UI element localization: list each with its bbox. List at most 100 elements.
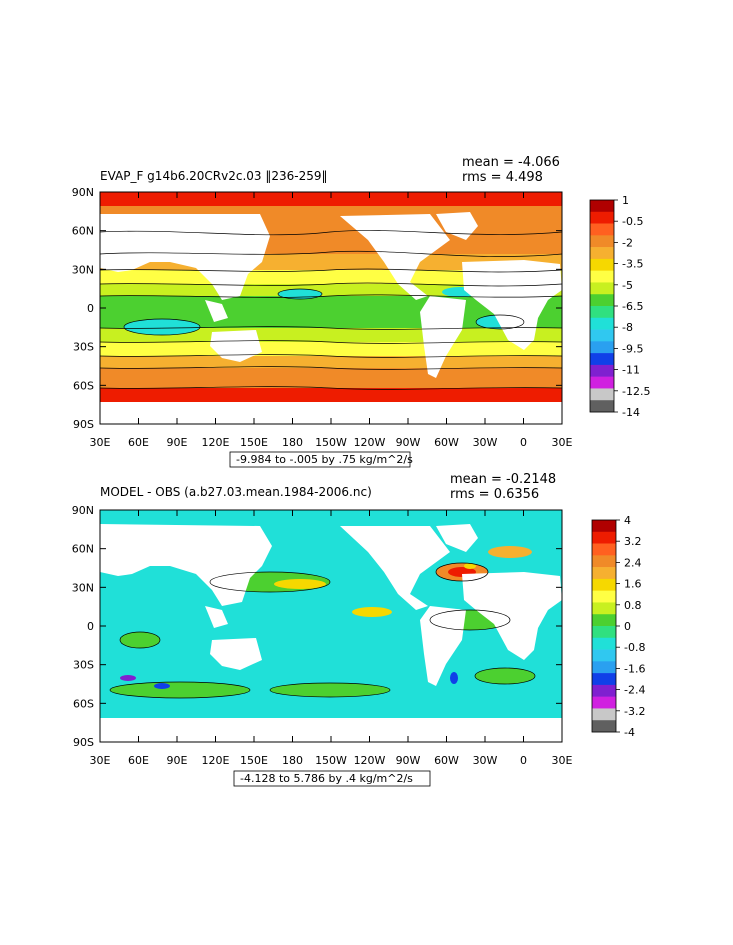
latitude-label: 90S — [73, 736, 94, 749]
longitude-label: 60W — [434, 754, 459, 767]
colorbar-swatch — [592, 649, 616, 662]
colorbar-swatch — [590, 294, 614, 307]
panel-2-title: MODEL - OBS (a.b27.03.mean.1984-2006.nc) — [100, 485, 372, 499]
colorbar-swatch — [590, 329, 614, 342]
latitude-label: 60N — [72, 543, 94, 556]
colorbar-label: -4 — [624, 726, 635, 739]
panel-1-range-label: -9.984 to -.005 by .75 kg/m^2/s — [236, 453, 413, 466]
colorbar-swatch — [590, 258, 614, 271]
latitude-label: 0 — [87, 302, 94, 315]
colorbar-label: -11 — [622, 364, 640, 377]
colorbar-label: -5 — [622, 279, 633, 292]
colorbar-label: -1.6 — [624, 662, 645, 675]
latitude-label: 60N — [72, 225, 94, 238]
colorbar-swatch — [592, 708, 616, 721]
colorbar-swatch — [590, 341, 614, 354]
panel-1-axis-ticks — [99, 191, 563, 425]
colorbar-swatch — [590, 317, 614, 330]
colorbar-swatch — [590, 282, 614, 295]
panel-2-axis-ticks — [99, 509, 563, 743]
latitude-label: 30N — [72, 581, 94, 594]
latitude-label: 60S — [73, 379, 94, 392]
colorbar-swatch — [590, 388, 614, 401]
latitude-label: 30S — [73, 659, 94, 672]
latitude-label: 60S — [73, 697, 94, 710]
longitude-label: 180 — [282, 436, 303, 449]
longitude-label: 0 — [520, 436, 527, 449]
longitude-label: 150W — [315, 436, 347, 449]
colorbar-swatch — [592, 531, 616, 544]
panel-2-rms: rms = 0.6356 — [450, 487, 539, 502]
colorbar-label: 2.4 — [624, 556, 642, 569]
panel-1-longitude-labels: 30E 60E 90E 120E 150E 180 150W 120W 90W 60W 30W 0 30… — [90, 436, 573, 449]
colorbar-swatch — [590, 223, 614, 236]
colorbar-swatch — [592, 614, 616, 627]
panel-2-map — [99, 509, 563, 743]
colorbar-swatch — [590, 247, 614, 260]
longitude-label: 90E — [167, 754, 188, 767]
colorbar-swatch — [592, 578, 616, 591]
colorbar-label: -6.5 — [622, 300, 643, 313]
colorbar-label: -2 — [622, 236, 633, 249]
longitude-label: 30W — [473, 754, 498, 767]
colorbar-label: -0.5 — [622, 215, 643, 228]
panel-2-range-label: -4.128 to 5.786 by .4 kg/m^2/s — [240, 772, 413, 785]
colorbar-label: -2.4 — [624, 684, 645, 697]
panel-1-latitude-labels: 90N 60N 30N 0 30S 60S 90S — [72, 186, 94, 431]
longitude-label: 90W — [396, 754, 421, 767]
colorbar-swatch — [590, 353, 614, 366]
colorbar-label: -3.2 — [624, 705, 645, 718]
colorbar-label: -14 — [622, 406, 640, 419]
colorbar-swatch — [592, 673, 616, 686]
panel-1: EVAP_F g14b6.20CRv2c.03 ‖236-259‖ mean =… — [72, 155, 650, 468]
longitude-label: 120W — [354, 754, 386, 767]
colorbar-swatch — [592, 684, 616, 697]
colorbar-swatch — [590, 364, 614, 377]
colorbar-label: 0.8 — [624, 599, 642, 612]
colorbar-label: -3.5 — [622, 258, 643, 271]
latitude-label: 30N — [72, 263, 94, 276]
panel-2-colorbar: 4 3.2 2.4 1.6 0.8 0 -0.8 -1.6 -2.4 -3.2 -4 — [591, 514, 645, 739]
longitude-label: 30E — [90, 754, 111, 767]
panel-1-title: EVAP_F g14b6.20CRv2c.03 ‖236-259‖ — [100, 169, 328, 183]
panel-1-rms: rms = 4.498 — [462, 170, 543, 185]
colorbar-swatch — [590, 400, 614, 413]
panel-1-map — [99, 191, 563, 432]
colorbar-swatch — [592, 720, 616, 733]
colorbar-label: 0 — [624, 620, 631, 633]
colorbar-label: -12.5 — [622, 385, 650, 398]
colorbar-label: 3.2 — [624, 535, 642, 548]
longitude-label: 90W — [396, 436, 421, 449]
colorbar-swatch — [590, 306, 614, 319]
colorbar-label: 4 — [624, 514, 631, 527]
longitude-label: 60E — [128, 436, 149, 449]
longitude-label: 0 — [520, 754, 527, 767]
longitude-label: 30E — [90, 436, 111, 449]
panel-2-mean: mean = -0.2148 — [450, 472, 556, 487]
longitude-label: 30W — [473, 436, 498, 449]
longitude-label: 150W — [315, 754, 347, 767]
panel-2-longitude-labels: 30E 60E 90E 120E 150E 180 150W 120W 90W 60W 30W 0 30… — [90, 754, 573, 767]
colorbar-swatch — [590, 200, 614, 213]
colorbar-swatch — [592, 590, 616, 603]
panel-2-range-box — [233, 770, 431, 787]
colorbar-swatch — [592, 602, 616, 615]
colorbar-swatch — [592, 637, 616, 650]
longitude-label: 60W — [434, 436, 459, 449]
longitude-label: 60E — [128, 754, 149, 767]
colorbar-swatch — [590, 376, 614, 389]
longitude-label: 120E — [202, 436, 230, 449]
longitude-label: 30E — [552, 436, 573, 449]
colorbar-label: -9.5 — [622, 342, 643, 355]
colorbar-swatch — [592, 567, 616, 580]
colorbar-swatch — [592, 696, 616, 709]
colorbar-swatch — [590, 211, 614, 224]
longitude-label: 180 — [282, 754, 303, 767]
latitude-label: 90N — [72, 186, 94, 199]
colorbar-swatch — [590, 270, 614, 283]
colorbar-swatch — [592, 661, 616, 674]
panel-2: MODEL - OBS (a.b27.03.mean.1984-2006.nc)… — [72, 472, 645, 787]
panel-1-mean: mean = -4.066 — [462, 155, 560, 170]
panel-1-colorbar: 1 -0.5 -2 -3.5 -5 -6.5 -8 -9.5 -11 -12.5 -14 — [589, 194, 650, 419]
